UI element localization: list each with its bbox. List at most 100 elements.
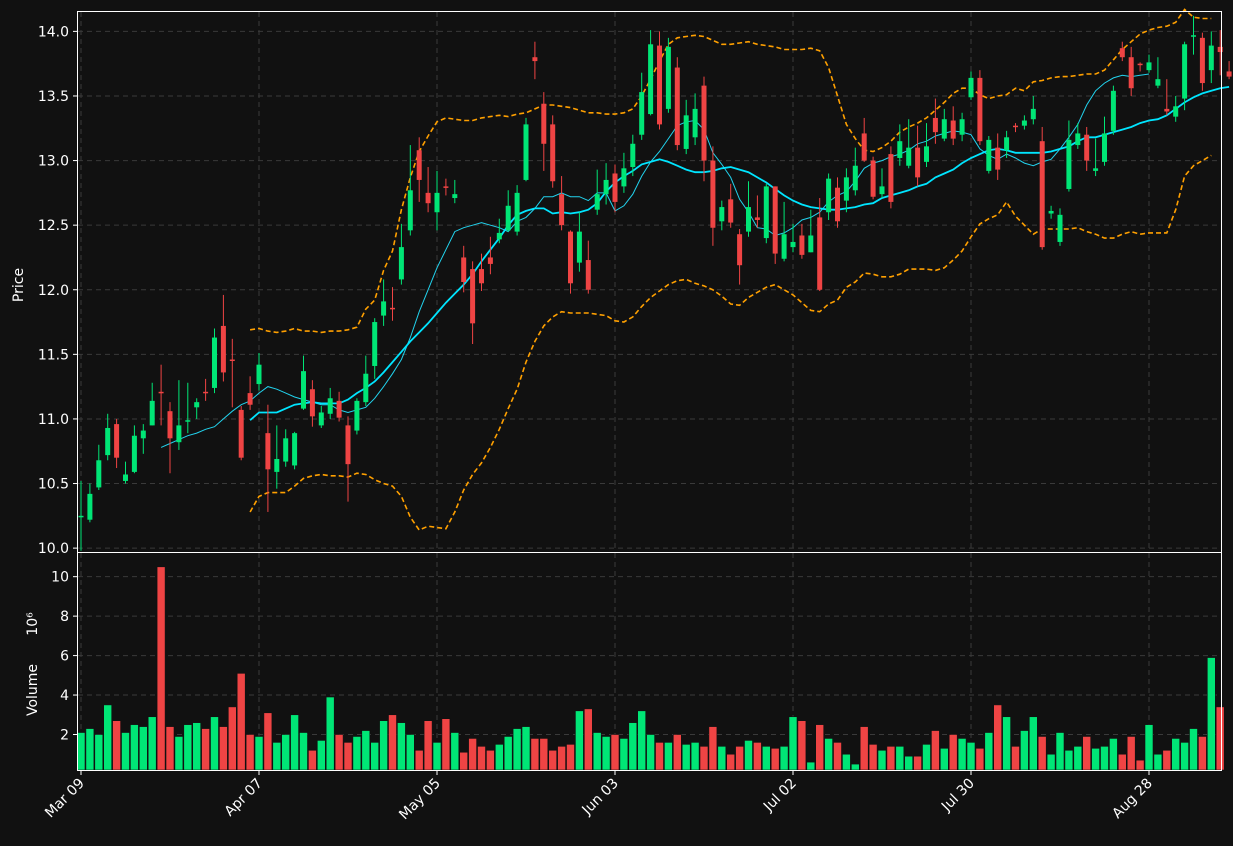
candle-body [506, 206, 511, 231]
candle-body [977, 78, 982, 141]
volume-tick-label: 10 [51, 570, 69, 586]
volume-bar [985, 733, 993, 770]
volume-bar [540, 738, 548, 770]
volume-bar [415, 750, 423, 770]
candle-body [550, 124, 555, 181]
volume-bar [905, 756, 913, 770]
price-tick-label: 12.0 [38, 283, 69, 299]
candle-body [248, 393, 253, 405]
candle-body [265, 433, 270, 469]
candle-body [871, 161, 876, 197]
candle-body [577, 232, 582, 263]
candle-body [595, 194, 600, 210]
candle-body [1040, 141, 1045, 247]
candle-body [319, 412, 324, 425]
candle-body [924, 146, 929, 162]
volume-bar [1065, 750, 1073, 770]
volume-bar [1145, 725, 1153, 770]
volume-bar [834, 742, 842, 770]
volume-bar [816, 725, 824, 770]
volume-bar [1003, 717, 1011, 770]
candle-body [853, 166, 858, 191]
volume-bar [397, 723, 405, 770]
volume-bar [104, 705, 112, 770]
candle-body [141, 431, 146, 439]
volume-bar [896, 746, 904, 770]
candle-body [808, 235, 813, 252]
volume-bar [647, 734, 655, 770]
candle-body [630, 144, 635, 167]
candle-body [1120, 48, 1125, 57]
volume-bar [139, 727, 147, 770]
volume-bar [709, 727, 717, 770]
candle-body [951, 121, 956, 139]
candle-body [346, 425, 351, 464]
price-tick-label: 11.5 [38, 347, 69, 363]
volume-bar [825, 738, 833, 770]
volume-bar [433, 742, 441, 770]
volume-bar [353, 736, 361, 770]
volume-bar [958, 738, 966, 770]
volume-bar [1020, 731, 1028, 770]
volume-bar [1029, 717, 1037, 770]
candle-body [1058, 215, 1063, 242]
volume-bar [611, 734, 619, 770]
candle-body [773, 186, 778, 253]
volume-bar [931, 731, 939, 770]
volume-bar [718, 746, 726, 770]
candle-body [1164, 109, 1169, 112]
candle-body [354, 401, 359, 431]
volume-bar [193, 723, 201, 770]
candle-body [675, 68, 680, 146]
candle-body [648, 44, 653, 114]
volume-bar [1109, 738, 1117, 770]
candle-body [693, 109, 698, 137]
price-tick-label: 13.0 [38, 154, 69, 170]
volume-bar [513, 729, 521, 770]
volume-bar [664, 742, 672, 770]
volume-bar [842, 754, 850, 770]
candle-body [826, 179, 831, 213]
volume-bar [949, 734, 957, 770]
candle-body [862, 133, 867, 160]
volume-axis-label: Volume [25, 664, 41, 716]
candle-body [221, 326, 226, 373]
volume-bar [406, 734, 414, 770]
candle-body [1013, 126, 1018, 128]
candle-body [1182, 44, 1187, 98]
volume-bar [994, 705, 1002, 770]
candle-body [1227, 71, 1232, 76]
volume-bar [851, 764, 859, 770]
volume-bar [282, 734, 290, 770]
candle-body [915, 148, 920, 178]
candle-body [1049, 211, 1054, 214]
candle-body [942, 119, 947, 138]
volume-bar [602, 736, 610, 770]
volume-bar [807, 762, 815, 770]
volume-bar [1190, 729, 1198, 770]
volume-bar [700, 746, 708, 770]
volume-bar [1056, 733, 1064, 770]
volume-bar [967, 742, 975, 770]
candle-body [1138, 64, 1143, 65]
volume-bar [1012, 746, 1020, 770]
volume-bar [638, 711, 646, 770]
candle-body [372, 322, 377, 366]
volume-bar [1198, 736, 1206, 770]
price-tick-label: 11.0 [38, 412, 69, 428]
volume-tick-label: 8 [60, 609, 69, 625]
candle-body [1004, 137, 1009, 150]
candle-body [657, 46, 662, 125]
volume-bar [1038, 736, 1046, 770]
candle-body [79, 516, 84, 518]
candle-body [230, 360, 235, 362]
candle-body [532, 57, 537, 61]
candle-body [87, 494, 92, 520]
volume-bar [593, 733, 601, 770]
volume-bar [1136, 760, 1144, 770]
volume-bar [362, 731, 370, 770]
volume-bar [1216, 707, 1224, 770]
volume-bar [95, 734, 103, 770]
candle-body [986, 140, 991, 171]
